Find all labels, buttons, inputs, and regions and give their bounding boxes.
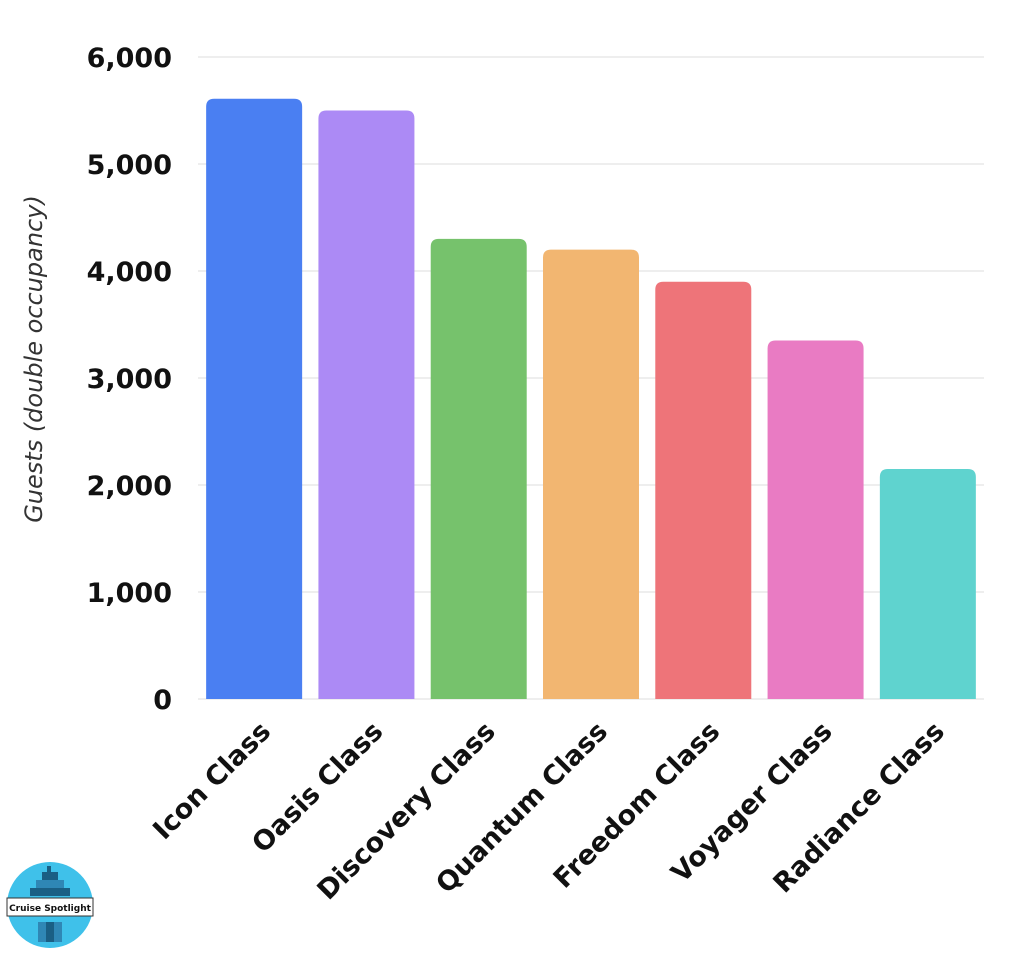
y-tick-label: 5,000 [87,150,172,181]
bar-discovery-class [430,238,527,699]
bars [206,98,976,700]
y-axis-ticks: 0 1,000 2,000 3,000 4,000 5,000 6,000 [87,43,172,716]
bar-freedom-class [655,281,752,699]
y-tick-label: 2,000 [87,471,172,502]
y-tick-label: 1,000 [87,578,172,609]
y-tick-label: 4,000 [87,257,172,288]
bar-icon-class [206,98,303,700]
y-axis-title: Guests (double occupancy) [20,195,48,523]
logo-text: Cruise Spotlight [9,904,92,914]
y-tick-label: 0 [153,685,172,716]
bar-radiance-class [879,468,976,699]
bar-oasis-class [318,110,415,699]
y-tick-label: 3,000 [87,364,172,395]
bar-quantum-class [543,249,639,699]
bar-voyager-class [767,340,864,699]
cruise-spotlight-logo: Cruise Spotlight [6,862,94,948]
cruise-ship-icon [30,866,70,942]
y-tick-label: 6,000 [87,43,172,74]
